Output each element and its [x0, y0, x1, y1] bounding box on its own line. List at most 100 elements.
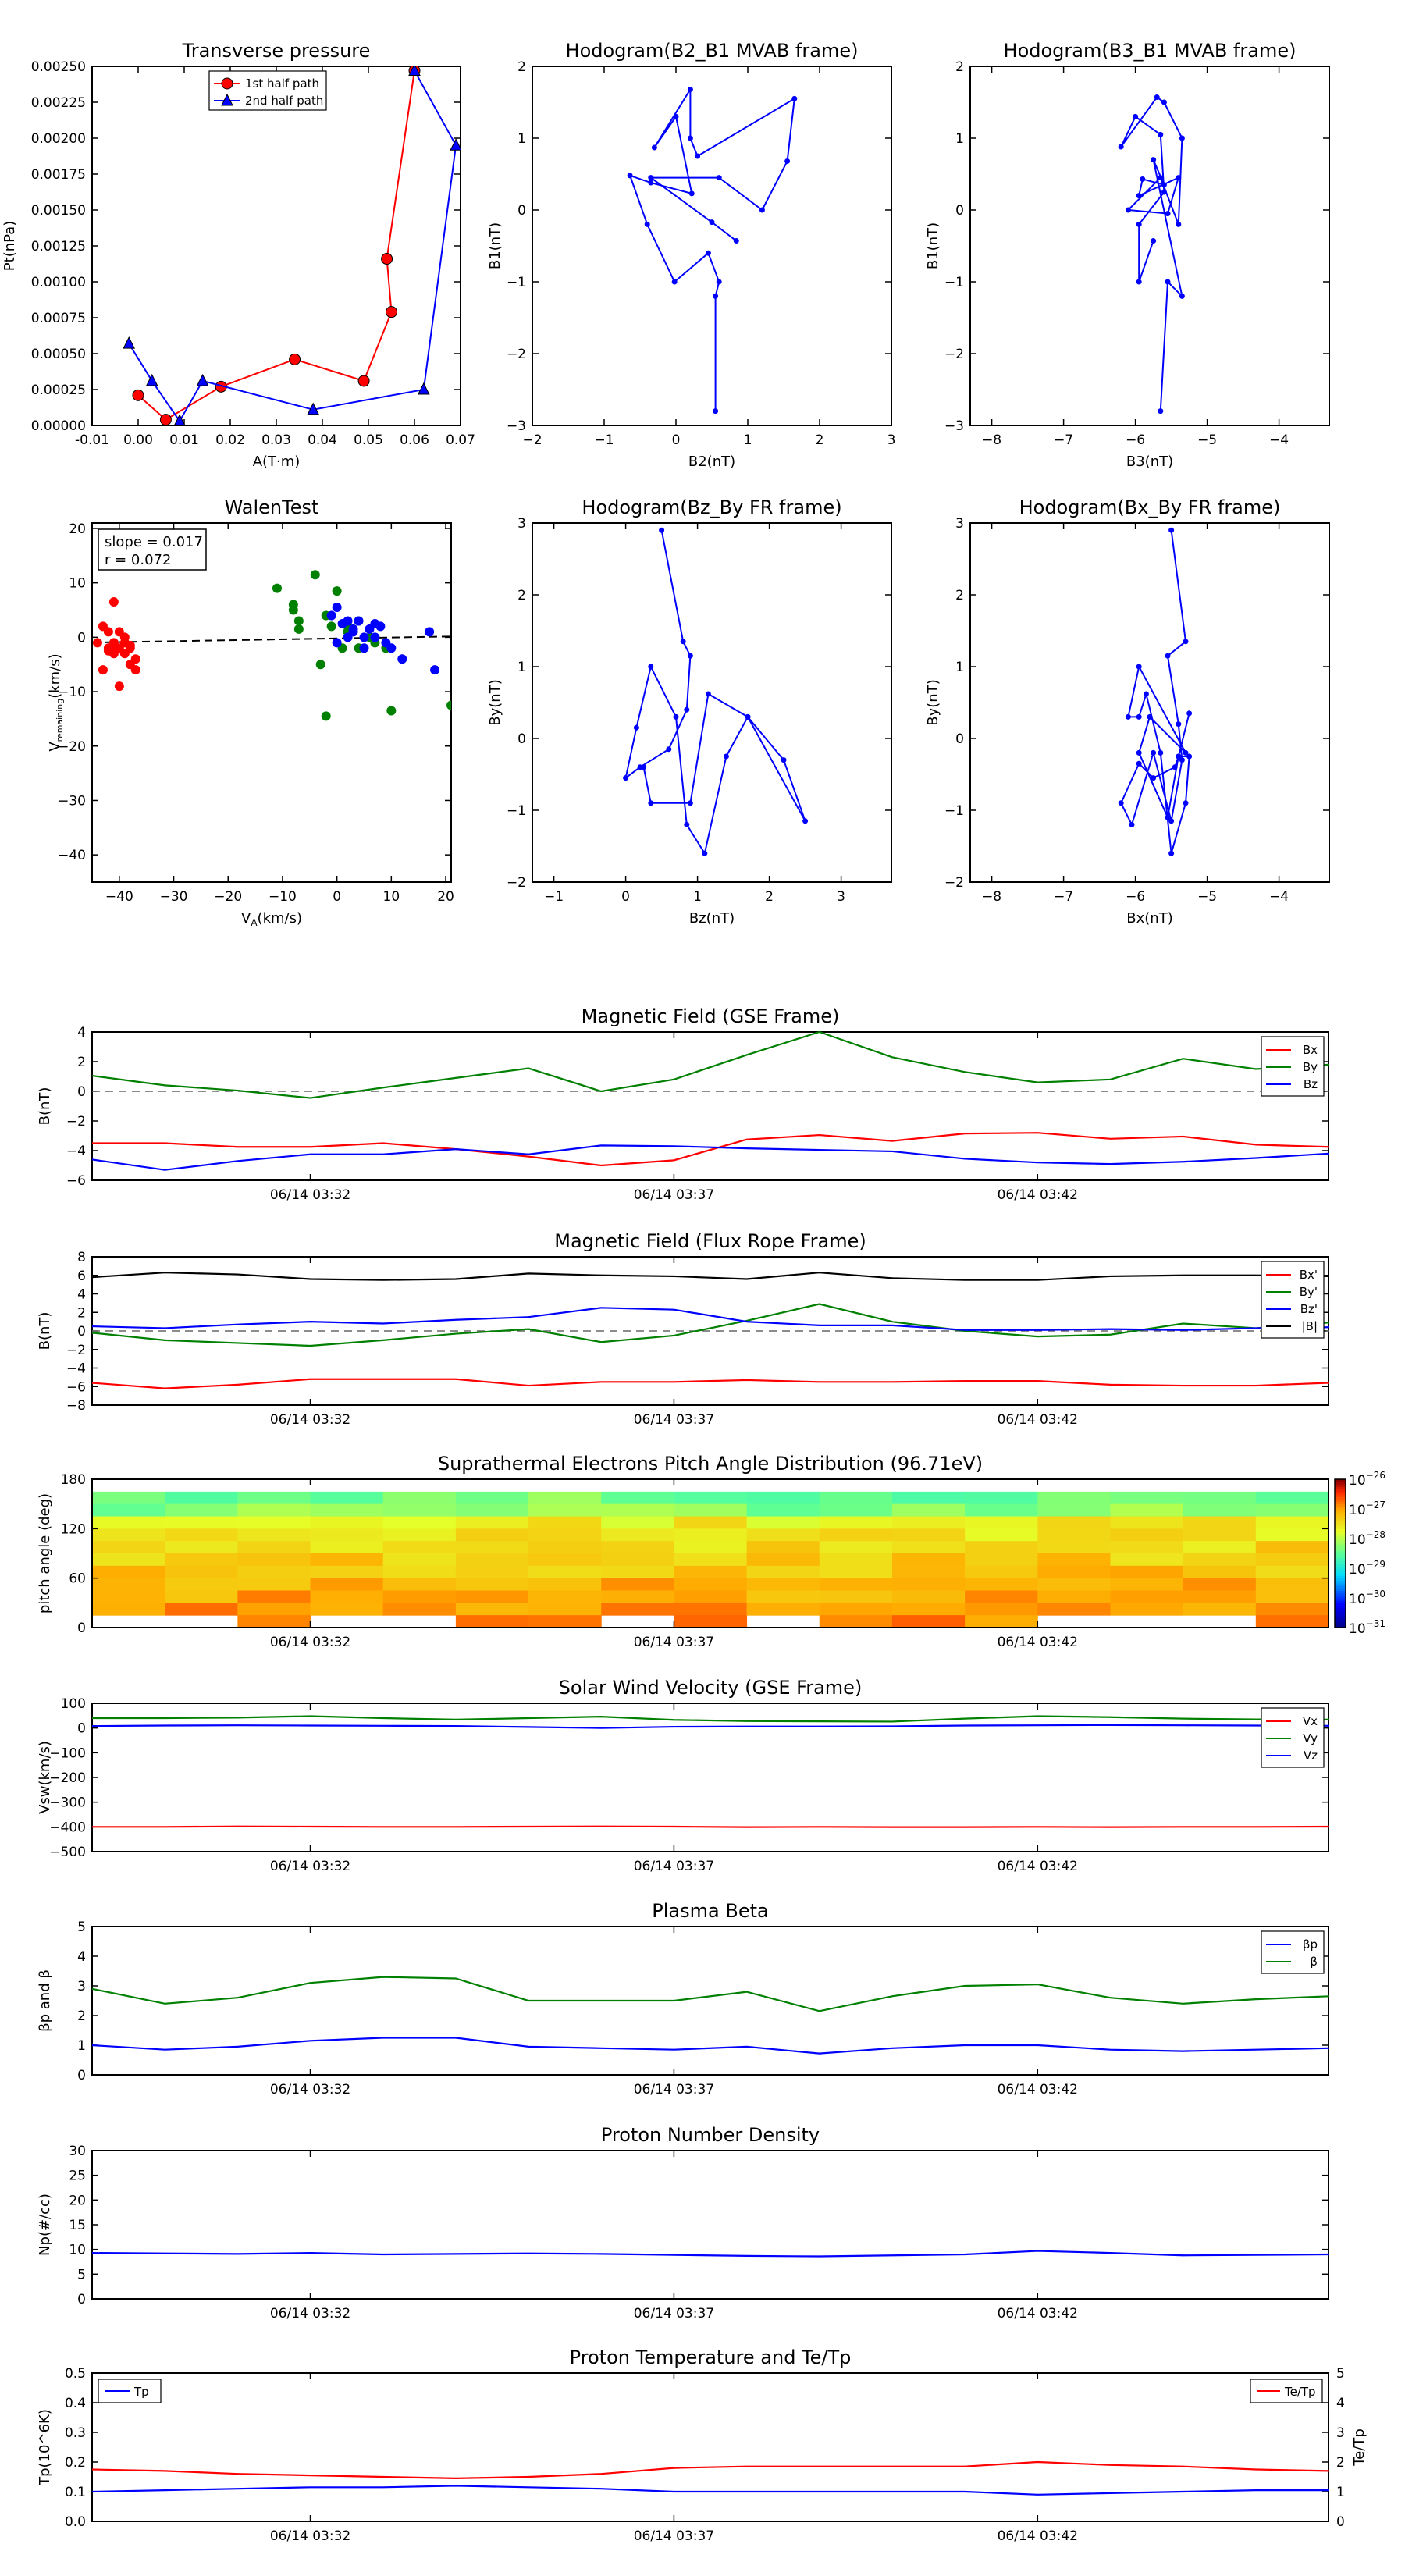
- y-axis-label: Np(#/cc): [37, 2194, 53, 2256]
- heatmap-cell: [1037, 1578, 1111, 1591]
- chart-title: Hodogram(B2_B1 MVAB frame): [566, 40, 859, 62]
- data-point: [1136, 760, 1142, 767]
- plot-area: [92, 570, 451, 721]
- x-tick-label: 06/14 03:37: [634, 2528, 714, 2544]
- colorbar-segment: [1335, 1553, 1346, 1557]
- plot-area: [1118, 94, 1185, 415]
- plot-area: [123, 66, 461, 425]
- chart-h4: Hodogram(Bx_By FR frame) −8 −7 −6 −5 −4 −2 −1 0 1…: [925, 496, 1330, 927]
- data-point: [687, 653, 693, 659]
- data-point: [1158, 408, 1164, 415]
- y-tick-label: 3: [518, 516, 526, 532]
- x-tick-label: 0.06: [400, 432, 429, 448]
- colorbar-segment: [1335, 1592, 1346, 1596]
- colorbar-segment: [1335, 1499, 1346, 1502]
- heatmap-cell: [746, 1590, 820, 1603]
- data-point: [119, 649, 130, 659]
- y-tick-label: 20: [69, 521, 86, 537]
- data-point: [687, 86, 693, 92]
- heatmap-cell: [382, 1503, 457, 1517]
- data-point: [450, 138, 461, 151]
- series-line: [92, 1132, 1329, 1167]
- colorbar-segment: [1335, 1620, 1346, 1624]
- y-axis-label: By(nT): [487, 679, 503, 725]
- y-tick-label: 10: [69, 2243, 86, 2258]
- legend: Bx By Bz: [1261, 1036, 1325, 1097]
- chart-title: WalenTest: [225, 496, 319, 518]
- y-tick-label: 1: [518, 660, 526, 675]
- x-tick-label: −40: [105, 889, 133, 905]
- series-line: [91, 2485, 1329, 2496]
- y-tick-label: 4: [77, 1025, 86, 1041]
- heatmap-cell: [1183, 1491, 1257, 1505]
- colorbar-segment: [1335, 1516, 1346, 1520]
- data-point: [1129, 821, 1135, 827]
- colorbar-segment: [1335, 1613, 1346, 1616]
- data-point: [173, 414, 186, 425]
- x-tick-label: −8: [982, 432, 1001, 448]
- chart-title: Transverse pressure: [182, 40, 371, 62]
- chart-title: Hodogram(B3_B1 MVAB frame): [1004, 40, 1297, 62]
- heatmap-cell: [819, 1603, 893, 1616]
- heatmap-cell: [601, 1553, 674, 1567]
- heatmap-cell: [92, 1603, 165, 1616]
- heatmap-cell: [891, 1528, 966, 1542]
- heatmap-cell: [965, 1541, 1038, 1554]
- colorbar-segment: [1335, 1610, 1346, 1614]
- x-tick-label: 06/14 03:42: [998, 1635, 1078, 1650]
- heatmap-cell: [1110, 1516, 1184, 1529]
- annotation-box: [98, 528, 207, 571]
- data-point: [408, 66, 421, 76]
- colorbar-tick-label: 10−27: [1349, 1500, 1385, 1518]
- data-point: [1168, 850, 1175, 856]
- colorbar-frame: [1334, 1478, 1346, 1628]
- x-tick-label: −2: [522, 432, 542, 448]
- heatmap-cell: [165, 1528, 238, 1542]
- heatmap-cell: [165, 1553, 238, 1567]
- data-point: [359, 632, 369, 642]
- plot-area: [1118, 527, 1193, 856]
- heatmap-cell: [819, 1565, 893, 1579]
- heatmap-cell: [1255, 1491, 1329, 1505]
- colorbar-segment: [1335, 1486, 1346, 1490]
- y-tick-label: −2: [944, 875, 964, 891]
- x-tick-label: 06/14 03:42: [998, 2306, 1078, 2322]
- heatmap-cell: [891, 1615, 966, 1628]
- x-tick-label: 06/14 03:37: [634, 2082, 714, 2097]
- heatmap-cell: [165, 1503, 238, 1517]
- data-point: [1136, 193, 1142, 199]
- series-line: [91, 2037, 1329, 2055]
- data-point: [1183, 639, 1189, 645]
- x-tick-label: 06/14 03:32: [270, 2528, 350, 2544]
- colorbar-segment: [1335, 1575, 1346, 1579]
- data-point: [326, 621, 336, 632]
- y-tick-label: 2: [77, 1305, 86, 1321]
- x-tick-label: 0.05: [354, 432, 383, 448]
- heatmap-cell: [1037, 1603, 1111, 1616]
- heatmap-cell: [1255, 1590, 1329, 1603]
- x-tick-label: −6: [1126, 432, 1145, 448]
- data-point: [705, 250, 711, 256]
- y-tick-label: 100: [61, 1696, 86, 1712]
- data-point: [307, 402, 320, 415]
- heatmap-cell: [1037, 1503, 1111, 1517]
- colorbar-segment: [1335, 1546, 1346, 1550]
- heatmap-cell: [92, 1528, 165, 1542]
- heatmap-cell: [891, 1603, 966, 1616]
- y-tick-label: 0: [77, 2292, 86, 2307]
- plot-area: [623, 527, 809, 856]
- heatmap-cell: [237, 1565, 311, 1579]
- y-tick-label: 0.00075: [31, 311, 86, 326]
- heatmap-cell: [674, 1603, 748, 1616]
- heatmap-cell: [1110, 1590, 1184, 1603]
- x-axis-label: A(T·m): [253, 454, 301, 470]
- heatmap-cell: [746, 1503, 820, 1517]
- data-point: [92, 638, 102, 648]
- x-axis-label: B3(nT): [1126, 454, 1173, 470]
- heatmap-cell: [455, 1603, 529, 1616]
- data-point: [1186, 710, 1193, 717]
- heatmap-cell: [165, 1603, 238, 1616]
- heatmap-cell: [92, 1553, 165, 1567]
- legend-label: Te/Tp: [1284, 2385, 1316, 2399]
